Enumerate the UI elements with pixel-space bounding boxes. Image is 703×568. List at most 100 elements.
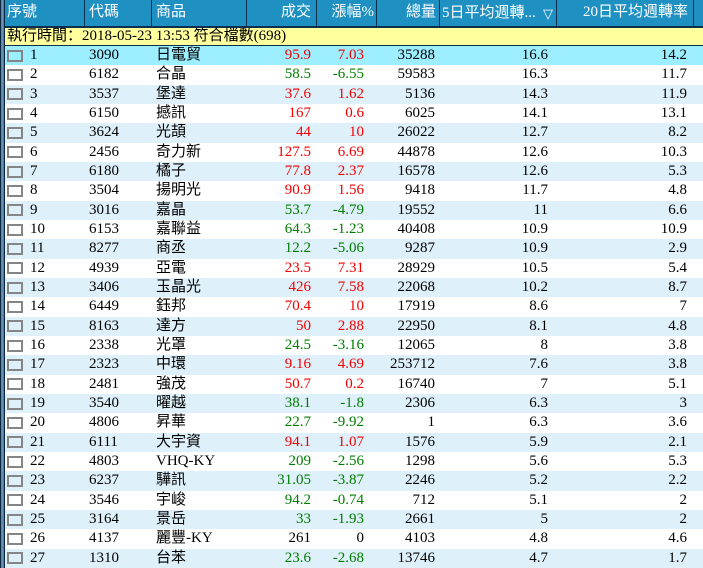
column-header-change[interactable]: 漲幅% <box>317 0 377 26</box>
table-row[interactable]: 18 2481 強茂 50.7 0.2 16740 7 5.1 <box>5 374 703 394</box>
row-seq-cell: 18 <box>5 375 85 394</box>
column-header-avg5-turnover[interactable]: 5日平均週轉... ▽ <box>440 0 557 26</box>
row-name: 達方 <box>156 317 187 334</box>
row-code: 3537 <box>89 85 119 102</box>
column-header-volume[interactable]: 總量 <box>377 0 440 26</box>
row-checkbox[interactable] <box>7 552 23 565</box>
table-row[interactable]: 15 8163 達方 50 2.88 22950 8.1 4.8 <box>5 316 703 336</box>
row-code: 6237 <box>89 472 119 489</box>
row-seq-cell: 7 <box>5 162 85 181</box>
row-avg5: 16.6 <box>521 47 548 63</box>
row-volume: 9287 <box>405 240 435 257</box>
row-avg20: 6.6 <box>668 201 687 218</box>
table-row[interactable]: 19 3540 曜越 38.1 -1.8 2306 6.3 3 <box>5 393 703 414</box>
row-checkbox[interactable] <box>7 358 23 371</box>
row-checkbox[interactable] <box>7 474 23 487</box>
row-code: 3546 <box>89 491 119 508</box>
row-checkbox[interactable] <box>7 300 23 313</box>
row-checkbox[interactable] <box>7 494 23 507</box>
table-row[interactable]: 21 6111 大宇資 94.1 1.07 1576 5.9 2.1 <box>5 432 703 452</box>
row-code: 6153 <box>89 220 119 237</box>
row-volume: 2661 <box>405 510 435 527</box>
row-checkbox[interactable] <box>7 204 23 217</box>
table-row[interactable]: 4 6150 撼訊 167 0.6 6025 14.1 13.1 <box>5 103 703 124</box>
row-volume: 6025 <box>405 104 435 121</box>
table-row[interactable]: 6 2456 奇力新 127.5 6.69 44878 12.6 10.3 <box>5 142 703 162</box>
row-volume: 13746 <box>397 549 436 566</box>
table-row[interactable]: 8 3504 揚明光 90.9 1.56 9418 11.7 4.8 <box>5 181 703 201</box>
row-seq: 26 <box>30 530 45 547</box>
row-volume: 35288 <box>397 47 436 63</box>
row-checkbox[interactable] <box>7 88 23 101</box>
column-header-code[interactable]: 代碼 <box>85 0 152 26</box>
column-header-name[interactable]: 商品 <box>152 0 247 26</box>
row-checkbox[interactable] <box>7 532 23 545</box>
row-avg5: 5 <box>540 510 549 527</box>
row-checkbox[interactable] <box>7 146 23 159</box>
table-row[interactable]: 14 6449 鈺邦 70.4 10 17919 8.6 7 <box>5 297 703 317</box>
table-row[interactable]: 23 6237 驊訊 31.05 -3.87 2246 5.2 2.2 <box>5 471 703 491</box>
row-checkbox[interactable] <box>7 436 23 449</box>
row-change: 7.03 <box>337 47 364 63</box>
row-checkbox[interactable] <box>7 513 23 526</box>
row-volume: 19552 <box>397 201 436 218</box>
table-row[interactable]: 16 2338 光罩 24.5 -3.16 12065 8 3.8 <box>5 335 703 356</box>
row-checkbox[interactable] <box>7 223 23 236</box>
sort-descending-icon: ▽ <box>543 5 553 21</box>
row-seq: 18 <box>30 375 45 392</box>
row-avg20: 5.4 <box>668 259 687 276</box>
row-price: 31.05 <box>277 472 311 489</box>
row-avg20: 11.7 <box>661 66 687 83</box>
table-row[interactable]: 24 3546 宇峻 94.2 -0.74 712 5.1 2 <box>5 490 703 510</box>
table-row[interactable]: 22 4803 VHQ-KY 209 -2.56 1298 5.6 5.3 <box>5 451 703 472</box>
row-checkbox[interactable] <box>7 397 23 410</box>
column-header-avg20-turnover[interactable]: 20日平均週轉率 <box>557 0 694 26</box>
row-avg5: 11.7 <box>522 182 548 199</box>
row-seq-cell: 22 <box>5 452 85 471</box>
table-row[interactable]: 9 3016 嘉晶 53.7 -4.79 19552 11 6.6 <box>5 200 703 220</box>
row-checkbox[interactable] <box>7 49 23 62</box>
row-price: 44 <box>296 124 311 141</box>
row-checkbox[interactable] <box>7 184 23 197</box>
table-row[interactable]: 2 6182 合晶 58.5 -6.55 59583 16.3 11.7 <box>5 65 703 85</box>
row-checkbox[interactable] <box>7 455 23 468</box>
execution-time-text: 執行時間：2018-05-23 13:53 符合檔數(698) <box>7 28 287 44</box>
row-checkbox[interactable] <box>7 262 23 275</box>
row-checkbox[interactable] <box>7 339 23 352</box>
row-name: 鈺邦 <box>156 298 187 315</box>
row-checkbox[interactable] <box>7 416 23 429</box>
row-change: 7.58 <box>337 278 364 295</box>
table-row[interactable]: 12 4939 亞電 23.5 7.31 28929 10.5 5.4 <box>5 258 703 278</box>
row-checkbox[interactable] <box>7 281 23 294</box>
table-row[interactable]: 26 4137 麗豐-KY 261 0 4103 4.8 4.6 <box>5 529 703 549</box>
table-row[interactable]: 1 3090 日電貿 95.9 7.03 35288 16.6 14.2 <box>5 46 703 66</box>
table-row[interactable]: 27 1310 台苯 23.6 -2.68 13746 4.7 1.7 <box>5 548 703 568</box>
row-checkbox[interactable] <box>7 107 23 120</box>
row-checkbox[interactable] <box>7 68 23 81</box>
row-checkbox[interactable] <box>7 242 23 255</box>
table-row[interactable]: 17 2323 中環 9.16 4.69 253712 7.6 3.8 <box>5 355 703 375</box>
row-seq-cell: 17 <box>5 355 85 374</box>
row-checkbox[interactable] <box>7 165 23 178</box>
column-header-seq[interactable]: 序號 <box>5 0 85 26</box>
table-header: 序號 代碼 商品 成交 漲幅% 總量 5日平均週轉... ▽ 20日平均週轉率 <box>5 0 703 28</box>
row-checkbox[interactable] <box>7 126 23 139</box>
table-row[interactable]: 25 3164 景岳 33 -1.93 2661 5 2 <box>5 509 703 530</box>
row-checkbox[interactable] <box>7 320 23 333</box>
table-row[interactable]: 5 3624 光頡 44 10 26022 12.7 8.2 <box>5 123 703 143</box>
table-row[interactable]: 11 8277 商丞 12.2 -5.06 9287 10.9 2.9 <box>5 239 703 259</box>
table-row[interactable]: 13 3406 玉晶光 426 7.58 22068 10.2 8.7 <box>5 277 703 298</box>
row-name: 合晶 <box>156 66 187 83</box>
row-avg20: 2.1 <box>668 433 687 450</box>
table-row[interactable]: 10 6153 嘉聯益 64.3 -1.23 40408 10.9 10.9 <box>5 219 703 240</box>
row-seq-cell: 10 <box>5 220 85 239</box>
row-name: 堡達 <box>156 85 187 102</box>
table-row[interactable]: 7 6180 橘子 77.8 2.37 16578 12.6 5.3 <box>5 161 703 182</box>
row-name: 光罩 <box>156 336 187 353</box>
table-row[interactable]: 3 3537 堡達 37.6 1.62 5136 14.3 11.9 <box>5 84 703 104</box>
row-avg5: 7 <box>540 375 549 392</box>
column-header-price[interactable]: 成交 <box>247 0 317 26</box>
row-seq-cell: 3 <box>5 85 85 104</box>
row-checkbox[interactable] <box>7 378 23 391</box>
table-row[interactable]: 20 4806 昇華 22.7 -9.92 1 6.3 3.6 <box>5 413 703 433</box>
